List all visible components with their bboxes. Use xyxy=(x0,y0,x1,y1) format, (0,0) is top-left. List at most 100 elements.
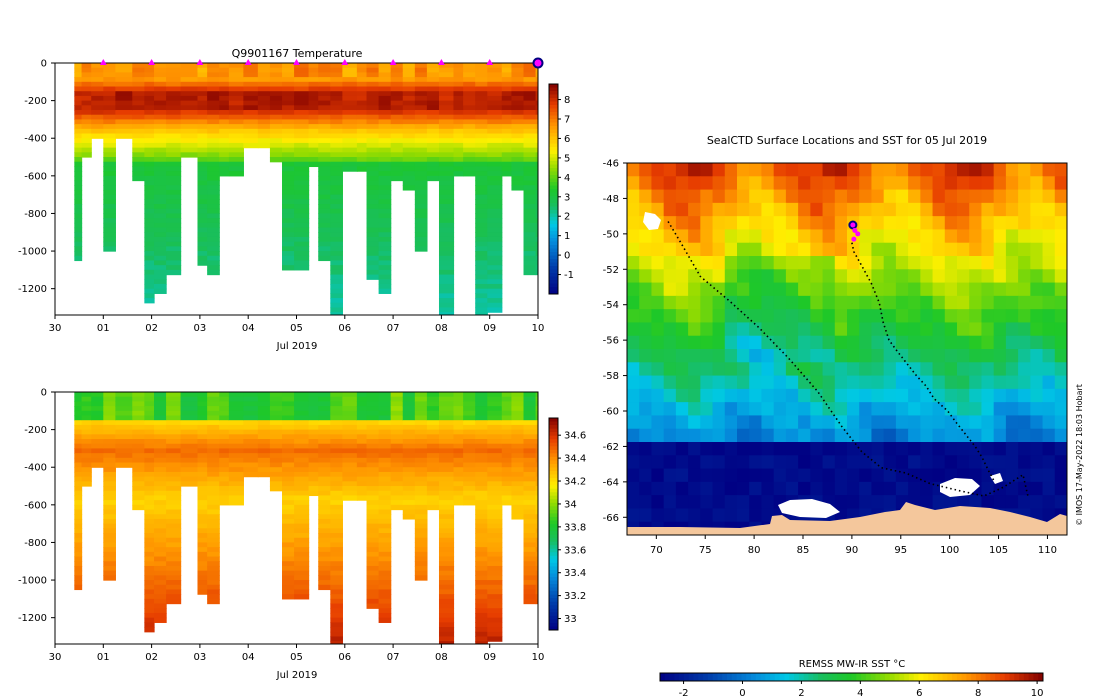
heatmap-cell xyxy=(318,77,331,83)
heatmap-cell xyxy=(378,603,392,609)
heatmap-cell xyxy=(91,420,104,426)
sst-cell xyxy=(651,468,665,483)
heatmap-cell xyxy=(402,86,416,92)
sst-cell xyxy=(651,256,665,270)
heatmap-cell xyxy=(438,392,455,398)
heatmap-cell xyxy=(475,194,488,200)
heatmap-cell xyxy=(438,514,455,520)
heatmap-cell xyxy=(166,199,182,205)
colorbar-segment xyxy=(549,467,558,472)
heatmap-cell xyxy=(378,255,392,262)
heatmap-cell xyxy=(511,63,525,69)
colorbar-segment xyxy=(798,673,805,681)
heatmap-cell xyxy=(330,222,343,229)
heatmap-cell xyxy=(414,471,428,478)
sst-cell xyxy=(1042,468,1056,483)
heatmap-cell xyxy=(426,448,440,454)
colorbar-segment xyxy=(861,673,867,681)
sst-cell xyxy=(639,481,653,496)
colorbar-segment xyxy=(549,516,558,521)
sst-cell xyxy=(969,335,983,350)
heatmap-cell xyxy=(438,420,455,426)
heatmap-cell xyxy=(282,152,295,158)
sst-cell xyxy=(932,322,946,337)
colorbar-segment xyxy=(549,185,558,190)
heatmap-cell xyxy=(402,415,416,421)
heatmap-cell xyxy=(207,547,220,553)
sst-cell xyxy=(651,495,665,510)
sst-cell xyxy=(822,189,836,204)
heatmap-cell xyxy=(154,124,167,130)
heatmap-cell xyxy=(257,142,271,149)
heatmap-cell xyxy=(475,63,488,69)
heatmap-cell xyxy=(453,86,464,92)
heatmap-cell xyxy=(282,91,295,97)
sst-cell xyxy=(663,388,677,403)
sst-cell xyxy=(639,163,653,177)
heatmap-cell xyxy=(475,509,488,515)
heatmap-cell xyxy=(197,448,208,454)
heatmap-cell xyxy=(487,265,503,271)
heatmap-cell xyxy=(144,77,155,83)
sst-cell xyxy=(810,388,824,403)
heatmap-cell xyxy=(91,91,104,97)
colorbar-segment xyxy=(770,673,776,681)
heatmap-cell xyxy=(154,420,167,426)
heatmap-cell xyxy=(166,504,182,511)
sst-cell xyxy=(957,282,970,297)
heatmap-cell xyxy=(103,453,116,459)
sst-cell xyxy=(1005,375,1019,390)
heatmap-cell xyxy=(154,589,167,595)
heatmap-cell xyxy=(330,598,343,605)
heatmap-cell xyxy=(378,453,392,459)
sst-cell xyxy=(724,455,738,470)
heatmap-cell xyxy=(366,251,380,257)
heatmap-cell xyxy=(308,114,319,121)
heatmap-cell xyxy=(144,269,155,276)
colorbar-segment xyxy=(549,206,558,211)
heatmap-cell xyxy=(501,429,513,435)
colorbar-tick-label: 4 xyxy=(857,688,863,699)
colorbar-tick-label: 5 xyxy=(564,153,570,164)
sst-cell xyxy=(785,216,799,231)
temperature-chart-title: Q9901167 Temperature xyxy=(232,47,363,60)
heatmap-cell xyxy=(166,392,182,398)
heatmap-cell xyxy=(438,617,455,623)
heatmap-cell xyxy=(180,86,199,92)
heatmap-cell xyxy=(523,128,537,135)
sst-cell xyxy=(920,335,934,350)
heatmap-cell xyxy=(511,86,525,92)
sst-cell xyxy=(834,229,848,244)
heatmap-cell xyxy=(197,67,208,74)
heatmap-cell xyxy=(219,415,230,421)
heatmap-cell xyxy=(511,152,525,158)
heatmap-cell xyxy=(356,448,368,454)
heatmap-cell xyxy=(487,495,503,501)
heatmap-cell xyxy=(438,86,455,92)
heatmap-cell xyxy=(197,537,208,544)
heatmap-cell xyxy=(207,490,220,497)
heatmap-cell xyxy=(154,227,167,233)
heatmap-cell xyxy=(308,124,319,130)
heatmap-cell xyxy=(390,462,404,468)
sst-cell xyxy=(688,375,701,390)
heatmap-cell xyxy=(535,222,538,229)
sst-cell xyxy=(920,481,934,496)
sst-cell xyxy=(663,176,677,191)
heatmap-cell xyxy=(356,119,368,125)
heatmap-cell xyxy=(115,133,133,139)
heatmap-cell xyxy=(207,128,220,135)
heatmap-cell xyxy=(453,420,464,426)
heatmap-cell xyxy=(535,443,538,450)
heatmap-cell xyxy=(487,124,503,130)
heatmap-cell xyxy=(378,542,392,548)
heatmap-cell xyxy=(219,439,230,445)
heatmap-cell xyxy=(228,415,244,421)
heatmap-cell xyxy=(228,110,244,116)
heatmap-cell xyxy=(487,584,503,591)
heatmap-cell xyxy=(487,138,503,144)
sst-cell xyxy=(908,229,921,244)
temperature-chart: Q9901167 Temperature 30 01 02 03 04 05 06 07 08 0… xyxy=(18,47,574,352)
sst-cell xyxy=(663,216,677,231)
sst-cell xyxy=(822,282,836,297)
